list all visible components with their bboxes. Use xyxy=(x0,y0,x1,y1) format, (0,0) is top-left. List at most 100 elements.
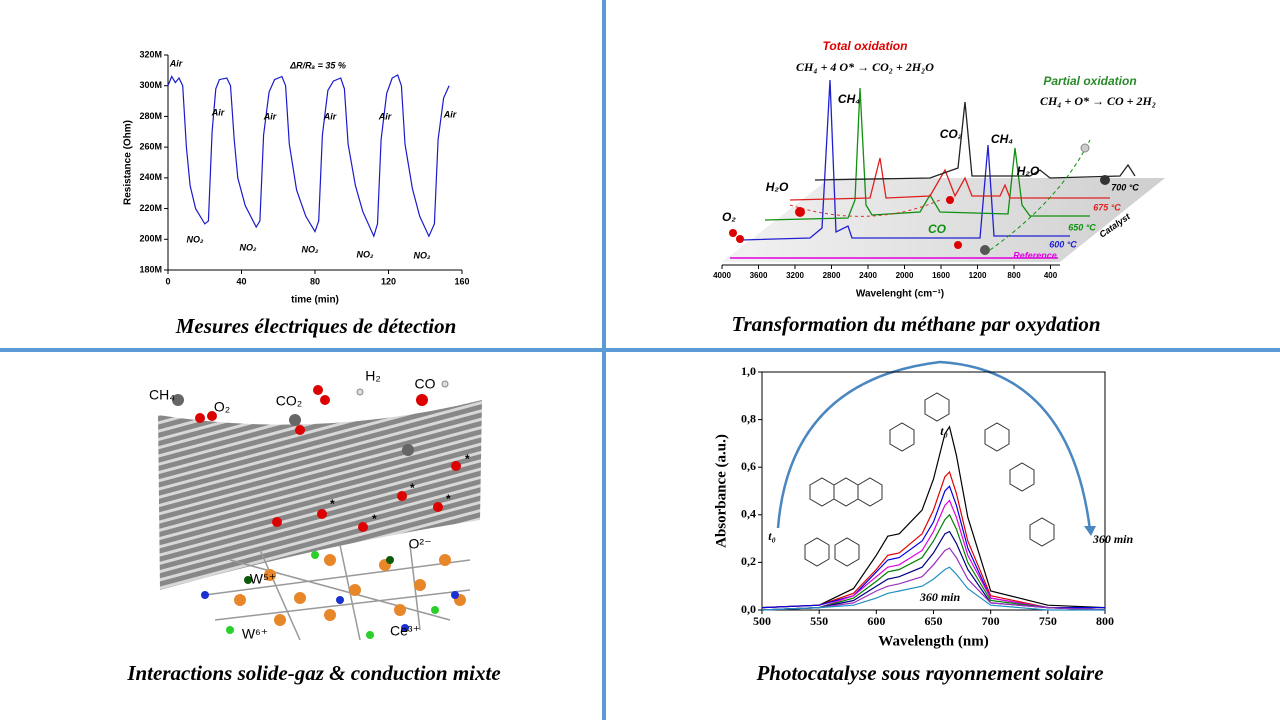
x-axis-title: Wavelenght (cm⁻¹) xyxy=(856,289,944,300)
x-tick-label: 4000 xyxy=(713,271,731,280)
y-tick-label: 0,8 xyxy=(741,411,756,425)
spectra-label: CO xyxy=(928,222,947,236)
molecule xyxy=(980,245,990,255)
spectrum xyxy=(789,157,1110,201)
caption: Transformation du méthane par oxydation xyxy=(731,312,1100,336)
x-tick-label: 160 xyxy=(454,276,469,286)
x-tick-label: 2800 xyxy=(823,271,841,280)
annotation: NO₂ xyxy=(414,250,432,260)
molecule xyxy=(1100,175,1110,185)
y-tick-label: 180M xyxy=(139,264,162,274)
annotation: t₀ xyxy=(940,424,948,438)
data-line xyxy=(761,530,1106,611)
x-tick-label: 550 xyxy=(810,614,828,628)
x-tick-label: 400 xyxy=(1044,271,1058,280)
annotation: Air xyxy=(263,111,277,121)
molecule xyxy=(1080,143,1090,153)
annotation: Air xyxy=(169,58,183,68)
star: * xyxy=(465,452,470,466)
annotation: Air xyxy=(378,111,392,121)
annotation: t₀ xyxy=(768,529,776,543)
caption: Mesures électriques de détection xyxy=(175,314,457,338)
annotation: Air xyxy=(211,107,225,117)
y-axis-title: Absorbance (a.u.) xyxy=(713,434,729,548)
annotation: NO₂ xyxy=(240,242,258,252)
species-label: O₂ xyxy=(214,399,230,415)
data-line xyxy=(761,470,1105,609)
x-tick-label: 0 xyxy=(165,276,170,286)
y-tick-label: 280M xyxy=(139,111,162,121)
annotation: ΔR/Rₐ = 35 % xyxy=(289,60,346,70)
arrow xyxy=(989,139,1091,251)
arrowhead xyxy=(1084,526,1096,536)
y-tick-label: 0,2 xyxy=(741,554,756,568)
spectra-label: CH₄ xyxy=(838,92,860,106)
y-axis-title: Resistance (Ohm) xyxy=(123,120,134,205)
x-tick-label: 650 xyxy=(925,614,943,628)
x-tick-label: 2400 xyxy=(859,271,877,280)
spectra-label: H₂O xyxy=(1017,164,1040,178)
spectra-label: 700 °C xyxy=(1111,182,1139,192)
species-label: CH₄ xyxy=(149,387,175,403)
annotation: NO₂ xyxy=(187,234,205,244)
annotation: Air xyxy=(323,111,337,121)
spectrum xyxy=(814,101,1136,181)
y-tick-label: 220M xyxy=(139,203,162,213)
y-tick-label: 0,6 xyxy=(741,459,756,473)
molecule xyxy=(795,207,805,217)
spectrum xyxy=(764,87,1090,221)
y-tick-label: 300M xyxy=(139,80,162,90)
surface xyxy=(158,400,482,590)
species-label: W⁵⁺ xyxy=(250,571,276,587)
species-label: Ce³⁺ xyxy=(390,623,420,639)
spectra-label: Reference xyxy=(1013,250,1057,260)
caption: Photocatalyse sous rayonnement solaire xyxy=(755,661,1103,685)
data-line xyxy=(167,74,450,238)
spectra-label: 650 °C xyxy=(1068,222,1096,232)
y-tick-label: 240M xyxy=(139,172,162,182)
spectra-label: Partial oxidation xyxy=(1043,74,1136,88)
x-tick-label: 40 xyxy=(236,276,246,286)
spectra-label: 675 °C xyxy=(1093,202,1121,212)
x-tick-label: 3600 xyxy=(750,271,768,280)
data-line xyxy=(761,425,1106,609)
annotation: Air xyxy=(443,109,457,119)
annotation: NO₂ xyxy=(357,249,375,259)
spectra-figure xyxy=(722,79,1165,266)
x-tick-label: 1600 xyxy=(932,271,950,280)
species-label: W⁶⁺ xyxy=(242,626,268,642)
x-tick-label: 500 xyxy=(753,614,771,628)
y-tick-label: 0,0 xyxy=(741,602,756,616)
spectra-label: CH₄ + O* → CO + 2H₂ xyxy=(1040,94,1156,108)
annotation: 360 min xyxy=(1092,532,1134,546)
data-line xyxy=(761,485,1105,609)
species-label: H₂ xyxy=(365,368,381,384)
atoms xyxy=(172,380,466,639)
species-label: CO xyxy=(415,376,436,392)
star: * xyxy=(372,512,377,526)
x-tick-label: 800 xyxy=(1096,614,1114,628)
spectrum xyxy=(741,79,1070,241)
x-tick-label: 2000 xyxy=(896,271,914,280)
molecule xyxy=(946,196,954,204)
spectra-label: 600 °C xyxy=(1049,239,1077,249)
y-tick-label: 200M xyxy=(139,234,162,244)
x-tick-label: 800 xyxy=(1007,271,1021,280)
annotation: 360 min xyxy=(919,590,961,604)
arrow xyxy=(776,360,1092,531)
molecule xyxy=(736,235,744,243)
x-tick-label: 700 xyxy=(982,614,1000,628)
x-tick-label: 120 xyxy=(381,276,396,286)
spectra-label: CO₂ xyxy=(940,127,963,141)
star: * xyxy=(410,481,415,495)
spectra-label: Total oxidation xyxy=(823,39,908,53)
x-axis-title: Wavelength (nm) xyxy=(878,633,988,649)
x-tick-label: 600 xyxy=(867,614,885,628)
data-line xyxy=(761,547,1106,611)
spectra-label: H₂O xyxy=(766,180,789,194)
x-tick-label: 3200 xyxy=(786,271,804,280)
spectra-label: CH₄ xyxy=(991,132,1013,146)
data-line xyxy=(761,513,1106,611)
